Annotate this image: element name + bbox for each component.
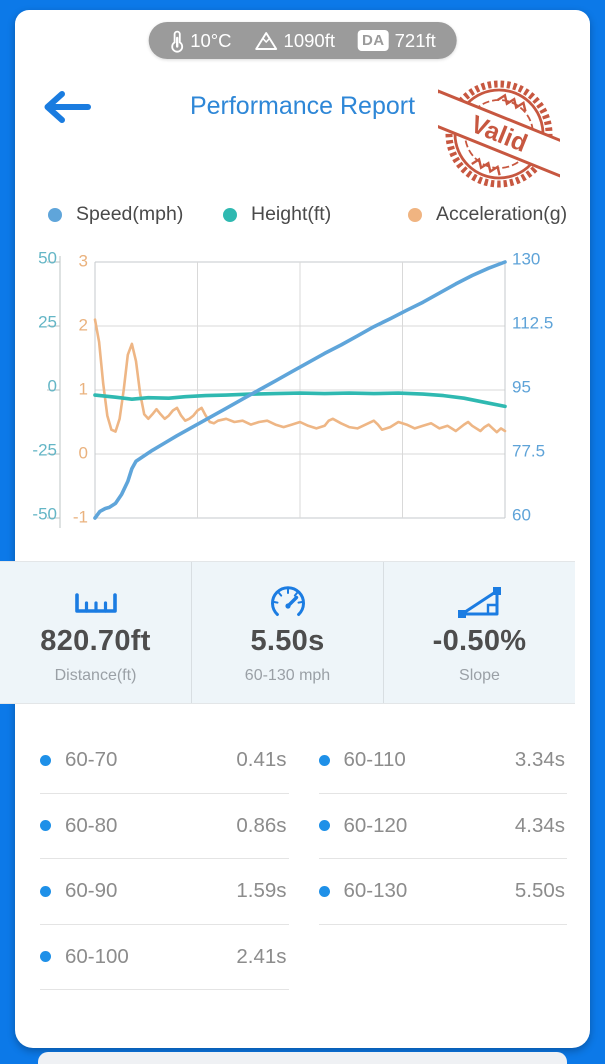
legend-item-acceleration: Acceleration(g) [408, 203, 567, 226]
slope-icon [457, 583, 503, 621]
axis-tick-label: -25 [32, 440, 57, 459]
split-range: 60-90 [65, 879, 118, 903]
axis-tick-label: 0 [79, 443, 88, 462]
time-label: 60-130 mph [244, 666, 331, 684]
axis-tick-label: 1 [79, 379, 88, 398]
temperature-value: 10°C [190, 29, 232, 51]
time-value: 5.50s [250, 624, 325, 657]
speedometer-icon [268, 583, 308, 621]
bullet-icon [40, 885, 51, 897]
axis-tick-label: 25 [38, 312, 57, 331]
temperature-group: 10°C [169, 29, 232, 53]
axis-tick-label: 77.5 [512, 441, 545, 460]
axis-tick-label: -50 [32, 504, 57, 523]
stamp-icon: Valid [423, 80, 576, 188]
back-arrow-icon [44, 90, 91, 123]
speed-dot-icon [48, 207, 62, 222]
density-altitude-value: 721ft [394, 29, 436, 51]
da-badge: DA [357, 30, 389, 51]
split-column-left: 60-70 0.41s 60-80 0.86s 60-90 1.59s 60-1… [40, 728, 289, 990]
slope-label: Slope [459, 666, 500, 684]
axis-tick-label: 2 [79, 315, 88, 334]
split-time: 5.50s [514, 879, 565, 903]
split-row-60-130: 60-130 5.50s [318, 859, 567, 925]
bullet-icon [40, 754, 51, 766]
bullet-icon [40, 951, 51, 963]
series-height-ft- [93, 391, 507, 409]
split-times-table: 60-70 0.41s 60-80 0.86s 60-90 1.59s 60-1… [40, 728, 567, 990]
axis-tick-label: 3 [79, 251, 88, 270]
axis-tick-label: 50 [38, 248, 57, 267]
bullet-icon [40, 820, 51, 832]
axis-tick-label: 112.5 [512, 313, 553, 332]
thermometer-icon [170, 30, 183, 53]
stat-distance: 820.70ft Distance(ft) [0, 562, 191, 703]
acceleration-dot-icon [408, 207, 422, 222]
bullet-icon [318, 885, 330, 897]
performance-chart: 50 25 0 -25 -50 3 2 1 0 -1 130 112.5 95 77.5 60 [20, 248, 585, 548]
legend-item-speed: Speed(mph) [48, 203, 183, 226]
split-time: 4.34s [514, 813, 565, 837]
legend-label-acceleration: Acceleration(g) [436, 203, 568, 225]
altitude-group: 1090ft [255, 30, 335, 52]
split-row-60-70: 60-70 0.41s [40, 728, 289, 794]
back-button[interactable] [38, 88, 94, 128]
axis-tick-label: 130 [512, 249, 540, 268]
split-range: 60-130 [343, 879, 408, 903]
next-card-peek [38, 1052, 567, 1064]
valid-stamp: Valid [423, 76, 576, 192]
density-altitude-group: DA 721ft [357, 29, 436, 52]
mountain-icon [255, 31, 277, 50]
split-range: 60-80 [65, 813, 118, 837]
split-range: 60-70 [65, 748, 118, 772]
axis-tick-label: 95 [512, 377, 531, 396]
distance-value: 820.70ft [40, 624, 151, 657]
series-acceleration-g- [93, 318, 507, 434]
split-range: 60-120 [343, 813, 408, 837]
split-row-60-110: 60-110 3.34s [318, 728, 567, 794]
axis-tick-label: 0 [48, 376, 57, 395]
split-row-60-120: 60-120 4.34s [318, 794, 567, 859]
split-row-60-100: 60-100 2.41s [40, 925, 289, 990]
split-column-right: 60-110 3.34s 60-120 4.34s 60-130 5.50s [318, 728, 567, 990]
altitude-value: 1090ft [283, 29, 335, 51]
axis-tick-label: 60 [512, 505, 531, 524]
series-speed-mph- [93, 260, 507, 520]
chart-canvas: 50 25 0 -25 -50 3 2 1 0 -1 130 112.5 95 77.5 60 [32, 248, 553, 528]
split-time: 2.41s [236, 944, 287, 968]
split-row-60-80: 60-80 0.86s [40, 794, 289, 859]
chart-legend: Speed(mph) Height(ft) Acceleration(g) [0, 203, 575, 233]
legend-item-height: Height(ft) [223, 203, 331, 226]
legend-label-height: Height(ft) [251, 203, 332, 225]
environment-bar: 10°C 1090ft DA 721ft [148, 22, 457, 59]
stat-time: 5.50s 60-130 mph [191, 562, 383, 703]
bullet-icon [318, 754, 330, 766]
distance-label: Distance(ft) [54, 666, 137, 684]
bullet-icon [318, 820, 330, 832]
axis-tick-label: -1 [73, 507, 88, 526]
legend-label-speed: Speed(mph) [76, 203, 184, 225]
split-time: 0.86s [236, 813, 287, 837]
slope-value: -0.50% [432, 624, 527, 657]
split-time: 0.41s [236, 748, 287, 772]
page-title: Performance Report [189, 92, 416, 120]
ruler-icon [72, 583, 120, 621]
height-dot-icon [223, 207, 237, 222]
split-time: 1.59s [236, 879, 287, 903]
stat-slope: -0.50% Slope [383, 562, 575, 703]
split-range: 60-110 [343, 748, 406, 772]
split-row-60-90: 60-90 1.59s [40, 859, 289, 925]
split-time: 3.34s [514, 748, 565, 772]
stats-row: 820.70ft Distance(ft) 5.50 [0, 561, 575, 704]
split-range: 60-100 [65, 944, 129, 968]
